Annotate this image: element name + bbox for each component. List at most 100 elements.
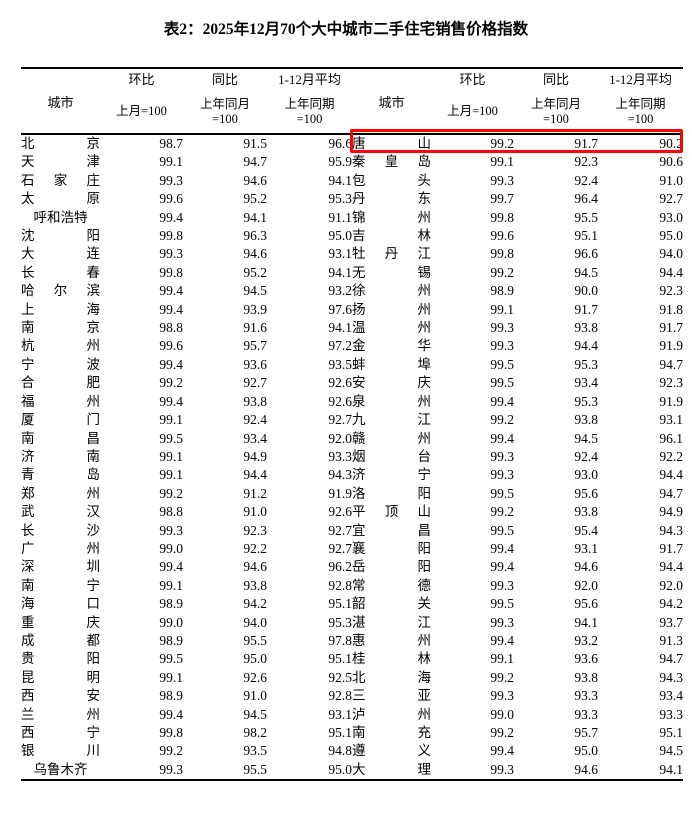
mom-cell-right-7: 99.2 (490, 264, 514, 280)
yoy-cell-right-15: 93.8 (574, 412, 598, 428)
table-row: 上海 99.4 93.9 97.6 扬州 99.1 91.7 91.8 (21, 301, 683, 319)
avg-cell-right-0: 90.2 (598, 132, 683, 154)
mom-cell-left-10: 98.8 (159, 320, 183, 336)
avg-cell-left-34: 95.0 (267, 760, 352, 782)
yoy-cell-left-29: 92.6 (243, 669, 267, 685)
header-row-basis: 上月=100 上年同月 =100 上年同期 =100 上月=100 上年同月 =100 上年同期… (21, 90, 683, 134)
avg-cell-right-8: 92.3 (659, 283, 683, 299)
table-row: 广州 99.0 92.2 92.7 襄阳 99.4 93.1 91.7 (21, 540, 683, 558)
avg-cell-left-5: 95.0 (328, 228, 352, 244)
table-row: 长春 99.8 95.2 94.1 无锡 99.2 94.5 94.4 (21, 264, 683, 282)
city-cell-left-18: 青岛 (21, 467, 100, 483)
avg-cell-left-23: 96.2 (328, 559, 352, 575)
city-cell-right-10: 温州 (352, 320, 431, 336)
table-body: 城市 环比 同比 1-12月平均 城市 环比 同比 1-12月平均 上月=100 上年同月 =100… (21, 67, 684, 782)
header-group-left-2: 1-12月平均 (267, 67, 352, 90)
avg-cell-left-11: 97.2 (328, 338, 352, 354)
header-group-left-1: 同比 (183, 67, 267, 90)
avg-cell-right-20: 94.9 (659, 504, 683, 520)
avg-cell-left-31: 93.1 (328, 706, 352, 722)
yoy-cell-left-0: 91.5 (183, 132, 267, 154)
yoy-cell-right-29: 93.8 (574, 669, 598, 685)
table-row: 乌鲁木齐 99.3 95.5 95.0 大理 99.3 94.6 94.1 (21, 760, 683, 782)
city-cell-right-0: 唐山 (352, 132, 431, 154)
table-row: 北京 98.7 91.5 96.6 唐山 99.2 91.7 90.2 (21, 132, 683, 154)
mom-cell-right-6: 99.8 (490, 246, 514, 262)
city-cell-left-1: 天津 (21, 154, 100, 170)
city-cell-left-30: 西安 (21, 688, 100, 704)
table-row: 厦门 99.1 92.4 92.7 九江 99.2 93.8 93.1 (21, 411, 683, 429)
city-cell-right-29: 北海 (352, 669, 431, 685)
city-cell-right-18: 济宁 (352, 467, 431, 483)
mom-cell-left-11: 99.6 (159, 338, 183, 354)
yoy-cell-right-4: 95.5 (574, 209, 598, 225)
yoy-cell-left-8: 94.5 (243, 283, 267, 299)
city-cell-left-7: 长春 (21, 264, 100, 280)
mom-cell-right-10: 99.3 (490, 320, 514, 336)
avg-cell-left-0: 96.6 (267, 132, 352, 154)
yoy-cell-right-26: 94.1 (574, 614, 598, 630)
avg-cell-left-24: 92.8 (328, 577, 352, 593)
mom-cell-left-31: 99.4 (159, 706, 183, 722)
header-basis-right-2: 上年同期 =100 (615, 96, 666, 126)
table-row: 天津 99.1 94.7 95.9 秦皇岛 99.1 92.3 90.6 (21, 153, 683, 171)
table-row: 太原 99.6 95.2 95.3 丹东 99.7 96.4 92.7 (21, 190, 683, 208)
mom-cell-right-18: 99.3 (490, 467, 514, 483)
table-row: 济南 99.1 94.9 93.3 烟台 99.3 92.4 92.2 (21, 448, 683, 466)
avg-cell-right-28: 94.7 (659, 651, 683, 667)
yoy-cell-right-10: 93.8 (574, 320, 598, 336)
city-cell-right-22: 襄阳 (352, 540, 431, 556)
mom-cell-right-14: 99.4 (490, 393, 514, 409)
header-basis-right-0: 上月=100 (447, 104, 498, 118)
avg-cell-right-2: 91.0 (659, 172, 683, 188)
mom-cell-right-2: 99.3 (490, 172, 514, 188)
mom-cell-left-21: 99.3 (159, 522, 183, 538)
table-row: 杭州 99.6 95.7 97.2 金华 99.3 94.4 91.9 (21, 337, 683, 355)
mom-cell-left-29: 99.1 (159, 669, 183, 685)
yoy-cell-right-25: 95.6 (574, 596, 598, 612)
mom-cell-left-27: 98.9 (159, 632, 183, 648)
table-row: 武汉 98.8 91.0 92.6 平顶山 99.2 93.8 94.9 (21, 503, 683, 521)
avg-cell-left-19: 91.9 (328, 485, 352, 501)
avg-cell-left-12: 93.5 (328, 356, 352, 372)
mom-cell-right-26: 99.3 (490, 614, 514, 630)
table-row: 呼和浩特 99.4 94.1 91.1 锦州 99.8 95.5 93.0 (21, 209, 684, 227)
mom-cell-right-30: 99.3 (490, 688, 514, 704)
yoy-cell-right-8: 90.0 (574, 283, 598, 299)
avg-cell-left-20: 92.6 (328, 504, 352, 520)
avg-cell-right-29: 94.3 (659, 669, 683, 685)
city-cell-left-20: 武汉 (21, 504, 100, 520)
city-cell-left-16: 南昌 (21, 430, 100, 446)
city-cell-left-26: 重庆 (21, 614, 100, 630)
city-cell-right-2: 包头 (352, 172, 431, 188)
mom-cell-left-6: 99.3 (159, 246, 183, 262)
city-cell-left-11: 杭州 (21, 338, 100, 354)
yoy-cell-left-2: 94.6 (243, 172, 267, 188)
yoy-cell-left-22: 92.2 (243, 540, 267, 556)
city-cell-right-12: 蚌埠 (352, 356, 431, 372)
avg-cell-left-13: 92.6 (328, 375, 352, 391)
table-row: 沈阳 99.8 96.3 95.0 吉林 99.6 95.1 95.0 (21, 227, 683, 245)
header-city-left: 城市 (21, 67, 100, 134)
city-cell-left-24: 南宁 (21, 577, 100, 593)
mom-cell-right-0: 99.2 (431, 132, 514, 154)
city-cell-right-30: 三亚 (352, 688, 431, 704)
avg-cell-right-6: 94.0 (659, 246, 683, 262)
header-group-right-2: 1-12月平均 (598, 67, 683, 90)
yoy-cell-left-13: 92.7 (243, 375, 267, 391)
mom-cell-left-2: 99.3 (159, 172, 183, 188)
yoy-cell-left-14: 93.8 (243, 393, 267, 409)
city-cell-left-2: 石家庄 (21, 172, 100, 188)
mom-cell-right-11: 99.3 (490, 338, 514, 354)
mom-cell-right-8: 98.9 (490, 283, 514, 299)
yoy-cell-right-33: 95.0 (574, 743, 598, 759)
yoy-cell-right-2: 92.4 (574, 172, 598, 188)
mom-cell-right-9: 99.1 (490, 301, 514, 317)
city-cell-left-15: 厦门 (21, 412, 100, 428)
city-cell-right-31: 泸州 (352, 706, 431, 722)
city-cell-right-4: 锦州 (352, 209, 431, 225)
yoy-cell-right-17: 92.4 (574, 448, 598, 464)
city-cell-left-6: 大连 (21, 246, 100, 262)
yoy-cell-right-7: 94.5 (574, 264, 598, 280)
